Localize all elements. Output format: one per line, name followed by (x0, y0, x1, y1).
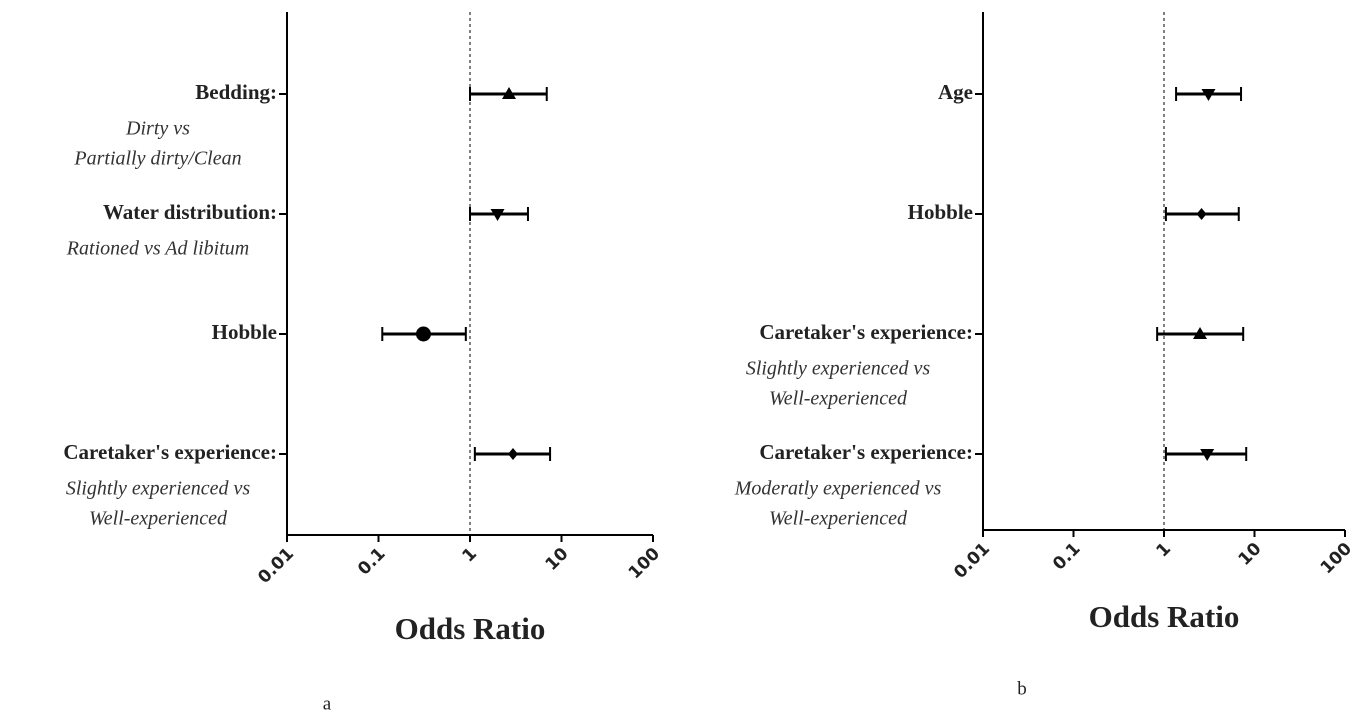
row-sublabel: Dirty vs (125, 118, 190, 140)
x-tick-label: 0.01 (254, 544, 298, 588)
x-tick-label: 10 (542, 544, 573, 575)
row-label: Hobble (908, 200, 973, 224)
x-axis-label: Odds Ratio (1089, 599, 1240, 634)
point (1200, 449, 1215, 461)
row-sublabel: Moderatly experienced vs (734, 478, 942, 500)
point (415, 326, 431, 342)
row-sublabel: Partially dirty/Clean (73, 148, 241, 170)
point (507, 448, 518, 460)
point (490, 209, 505, 221)
x-axis-label: Odds Ratio (395, 611, 546, 646)
x-tick-label: 0.1 (1049, 539, 1084, 574)
x-tick-label: 1 (1153, 539, 1176, 562)
row-sublabel: Well-experienced (89, 508, 228, 530)
row-label: Caretaker's experience: (63, 440, 277, 464)
x-tick-label: 1 (459, 544, 482, 567)
x-tick-label: 0.01 (950, 539, 994, 583)
row-label: Water distribution: (103, 200, 277, 224)
x-tick-label: 10 (1235, 539, 1266, 570)
point (1201, 89, 1216, 101)
row-sublabel: Well-experienced (769, 388, 908, 410)
point (502, 87, 517, 99)
panel-caption: b (1017, 678, 1027, 699)
row-sublabel: Slightly experienced vs (66, 478, 251, 500)
row-sublabel: Rationed vs Ad libitum (66, 238, 249, 260)
row-label: Caretaker's experience: (759, 440, 973, 464)
point (1193, 327, 1208, 339)
row-label: Hobble (212, 320, 277, 344)
row-sublabel: Well-experienced (769, 508, 908, 530)
row-label: Caretaker's experience: (759, 320, 973, 344)
panel-caption: a (323, 693, 332, 714)
row-label: Bedding: (195, 80, 277, 104)
x-tick-label: 0.1 (354, 544, 389, 579)
x-tick-label: 100 (625, 544, 664, 583)
row-sublabel: Slightly experienced vs (746, 358, 931, 380)
x-tick-label: 100 (1317, 539, 1356, 578)
row-label: Age (938, 80, 973, 104)
point (1196, 208, 1207, 220)
